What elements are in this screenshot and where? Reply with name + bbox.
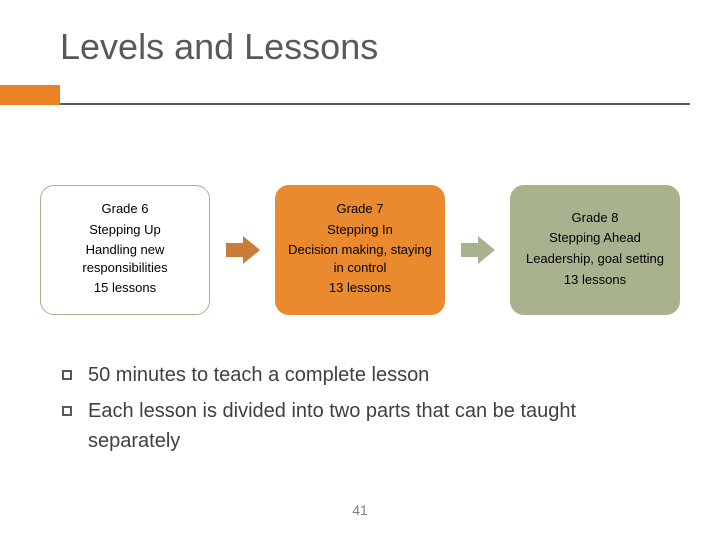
card-grade-label: Grade 6 [102,200,149,218]
card-lessons: 13 lessons [564,271,626,289]
card-lessons: 13 lessons [329,279,391,297]
bullet-marker-icon [62,406,72,416]
arrow-icon [461,236,495,264]
bullet-text: 50 minutes to teach a complete lesson [88,360,429,390]
card-grade-label: Grade 8 [572,209,619,227]
card-grade-6: Grade 6 Stepping Up Handling new respons… [40,185,210,315]
card-description: Leadership, goal setting [526,250,664,268]
bullet-item: Each lesson is divided into two parts th… [62,396,670,456]
slide-title: Levels and Lessons [60,26,378,68]
bullet-text: Each lesson is divided into two parts th… [88,396,670,456]
card-grade-label: Grade 7 [337,200,384,218]
card-grade-7: Grade 7 Stepping In Decision making, sta… [275,185,445,315]
accent-bar [0,85,60,105]
card-lessons: 15 lessons [94,279,156,297]
bullet-item: 50 minutes to teach a complete lesson [62,360,670,390]
card-description: Handling new responsibilities [51,241,199,276]
card-subtitle: Stepping In [327,221,393,239]
card-subtitle: Stepping Ahead [549,229,641,247]
card-subtitle: Stepping Up [89,221,161,239]
title-underline [60,85,690,105]
bullet-list: 50 minutes to teach a complete lesson Ea… [62,360,670,462]
page-number: 41 [0,502,720,518]
card-description: Decision making, staying in control [286,241,434,276]
cards-row: Grade 6 Stepping Up Handling new respons… [40,185,680,315]
bullet-marker-icon [62,370,72,380]
arrow-icon [226,236,260,264]
card-grade-8: Grade 8 Stepping Ahead Leadership, goal … [510,185,680,315]
